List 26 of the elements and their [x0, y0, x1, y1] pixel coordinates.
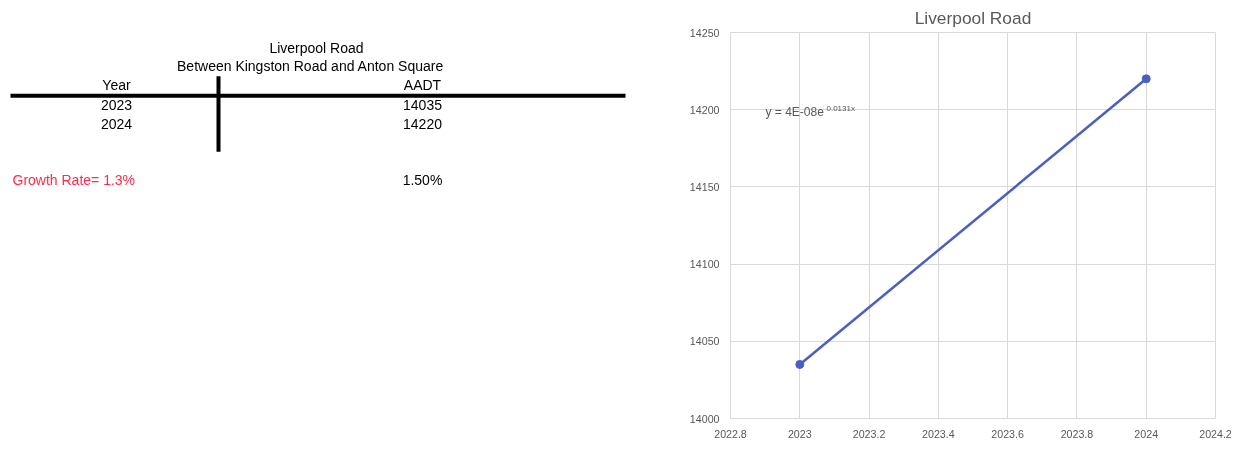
- x-tick-label: 2022.8: [714, 427, 747, 440]
- x-tick-label: 2023.4: [922, 427, 955, 440]
- data-label: 14220: [403, 115, 443, 132]
- y-tick-label: 14000: [689, 412, 720, 425]
- text: Between Kingston Road and Anton Square: [177, 57, 444, 74]
- annotation: y = 4E-08e0.0131x: [765, 103, 855, 119]
- text: Liverpool Road: [269, 40, 364, 57]
- y-tick-label: 14200: [689, 103, 720, 116]
- text: Growth Rate= 1.3%: [12, 171, 136, 188]
- x-tick-label: 2023.8: [1060, 427, 1094, 440]
- y-tick-label: 14100: [689, 258, 720, 271]
- chart-title: Liverpool Road: [914, 7, 1032, 28]
- x-tick-label: 2023.6: [991, 427, 1025, 440]
- y-tick-label: 14250: [689, 26, 720, 39]
- x-tick-label: 2023.2: [852, 427, 886, 440]
- text: Year: [102, 77, 131, 94]
- category-label: 2023: [100, 97, 133, 114]
- category-label: 2024: [100, 115, 133, 132]
- x-tick-label: 2024.2: [1199, 427, 1232, 440]
- y-tick-label: 14150: [689, 180, 720, 193]
- data-label: 14035: [403, 97, 443, 114]
- y-tick-label: 14050: [689, 335, 720, 348]
- text: 1.50%: [402, 171, 443, 188]
- x-tick-label: 2023: [787, 427, 812, 440]
- x-tick-label: 2024: [1134, 427, 1159, 440]
- text: AADT: [403, 77, 442, 94]
